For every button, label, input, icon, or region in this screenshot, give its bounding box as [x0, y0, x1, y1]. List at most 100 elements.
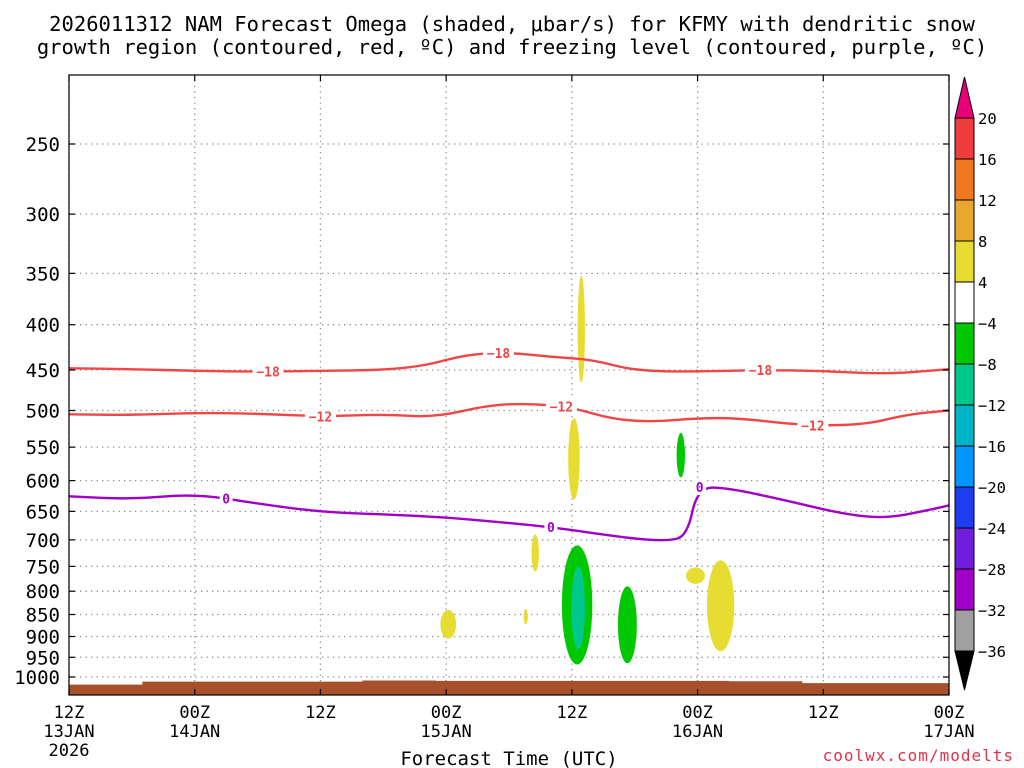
temperature-contours: −18 −18 −18 −12 −12 −12 0 0 0 [68, 344, 950, 542]
colorbar-label-12: −32 [978, 602, 1006, 620]
y-tick-label-800: 800 [26, 581, 60, 603]
x-tick-day-label-84: 17JAN [923, 722, 974, 742]
x-tick-day-label-0: 13JAN [43, 722, 94, 742]
y-tick-label-950: 950 [26, 647, 60, 669]
colorbar-segment-4 [954, 281, 975, 324]
contour-label--18-1: −18 [487, 347, 511, 362]
omega-colorbar: 20 16 12 8 4 −4 −8 −12 −16 −20 −24 −28 −32 −36 [954, 76, 1006, 691]
colorbar-label-3: 8 [978, 233, 987, 251]
x-tick-hour-label-36: 00Z [431, 703, 462, 723]
y-tick-label-600: 600 [26, 471, 60, 493]
y-tick-label-350: 350 [26, 263, 60, 285]
y-tick-label-700: 700 [26, 530, 60, 552]
y-tick-label-650: 650 [26, 501, 60, 523]
contour-label-bg-0-1 [544, 519, 558, 536]
colorbar-segment-5 [954, 322, 975, 365]
contour-line--12 [68, 402, 950, 427]
omega-region-positive-omega-upper-1 [577, 275, 585, 383]
chart-title-line-2: growth region (contoured, red, ºC) and f… [37, 35, 987, 59]
colorbar-segment-9 [954, 486, 975, 529]
x-tick-day-label-12: 14JAN [169, 722, 220, 742]
contour-label-bg-0-2 [693, 479, 707, 496]
contour-label-bg--18-0 [252, 363, 284, 380]
omega-region-negative-omega-low-1-core [571, 566, 585, 650]
colorbar-label-2: 12 [978, 192, 997, 210]
omega-region-negative-omega-low-2 [617, 586, 637, 664]
colorbar-segment-6 [954, 363, 975, 406]
contour-label-bg--12-0 [304, 408, 336, 425]
contour-label--18-0: −18 [256, 366, 280, 381]
x-tick-hour-label-72: 12Z [808, 703, 839, 723]
colorbar-segment-10 [954, 527, 975, 570]
colorbar-label-5: −4 [978, 315, 997, 333]
omega-region-positive-omega-low-2 [523, 609, 528, 625]
ground-surface [69, 680, 949, 695]
x-tick-day-label-60: 16JAN [672, 722, 723, 742]
chart-title-line-1: 2026011312 NAM Forecast Omega (shaded, μ… [49, 12, 975, 36]
contour-label-bg--18-1 [483, 344, 515, 361]
colorbar-label-10: −24 [978, 520, 1006, 538]
omega-shading [440, 275, 735, 665]
credit-link[interactable]: coolwx.com/modelts [823, 746, 1014, 765]
colorbar-label-4: 4 [978, 274, 987, 292]
x-tick-hour-label-24: 12Z [305, 703, 336, 723]
x-tick-year-label-0: 2026 [49, 741, 90, 761]
colorbar-segment-0 [954, 117, 975, 160]
omega-region-positive-omega-low-1 [440, 609, 457, 639]
plot-frame [68, 74, 950, 696]
colorbar-label-11: −28 [978, 561, 1006, 579]
contour-label-bg--18-2 [744, 361, 776, 378]
x-tick-hour-label-48: 12Z [556, 703, 587, 723]
colorbar-label-13: −36 [978, 643, 1006, 661]
y-tick-label-250: 250 [26, 134, 60, 156]
colorbar-label-7: −12 [978, 397, 1006, 415]
contour-label--12-0: −12 [309, 411, 332, 426]
contour-label-0-2: 0 [696, 481, 704, 496]
y-tick-label-850: 850 [26, 605, 60, 627]
grid-lines [68, 75, 950, 695]
contour-label-bg--12-1 [545, 398, 577, 415]
colorbar-label-8: −16 [978, 438, 1006, 456]
x-tick-hour-label-84: 00Z [934, 703, 965, 723]
x-tick-day-label-36: 15JAN [421, 722, 472, 742]
contour-label--12-2: −12 [801, 419, 824, 434]
contour-label-bg-0-0 [219, 490, 233, 507]
omega-region-negative-omega-mid [676, 432, 685, 478]
contour-label--18-2: −18 [749, 364, 773, 379]
omega-region-positive-omega-upper-2 [568, 418, 580, 500]
y-tick-label-450: 450 [26, 360, 60, 382]
terrain-fill [69, 680, 949, 695]
x-tick-hour-label-60: 00Z [682, 703, 713, 723]
contour-label-0-0: 0 [222, 493, 230, 508]
colorbar-segment-2 [954, 199, 975, 242]
colorbar-label-1: 16 [978, 151, 997, 169]
omega-region-positive-omega-low-3 [707, 560, 735, 652]
x-tick-hour-label-12: 00Z [179, 703, 210, 723]
colorbar-label-6: −8 [978, 356, 997, 374]
contour-label-0-1: 0 [547, 521, 555, 536]
colorbar-segment-7 [954, 404, 975, 447]
omega-region-positive-omega-low-4 [686, 567, 705, 584]
colorbar-label-9: −20 [978, 479, 1006, 497]
y-tick-label-550: 550 [26, 437, 60, 459]
colorbar-segment-8 [954, 445, 975, 488]
x-tick-hour-label-0: 12Z [54, 703, 85, 723]
y-tick-label-300: 300 [26, 204, 60, 226]
colorbar-label-0: 20 [978, 110, 997, 128]
x-axis-label: Forecast Time (UTC) [400, 748, 617, 768]
y-tick-label-500: 500 [26, 401, 60, 423]
contour-label-bg--12-2 [797, 417, 829, 434]
y-tick-label-400: 400 [26, 315, 60, 337]
colorbar-segment-3 [954, 240, 975, 283]
colorbar-segment-11 [954, 568, 975, 611]
y-tick-label-900: 900 [26, 626, 60, 648]
colorbar-segment-12 [954, 609, 975, 652]
colorbar-bottom-arrow [954, 650, 975, 691]
omega-region-positive-omega-mid [531, 534, 539, 572]
y-tick-label-1000: 1000 [14, 667, 60, 689]
contour-line-0 [68, 486, 950, 542]
colorbar-segment-1 [954, 158, 975, 201]
